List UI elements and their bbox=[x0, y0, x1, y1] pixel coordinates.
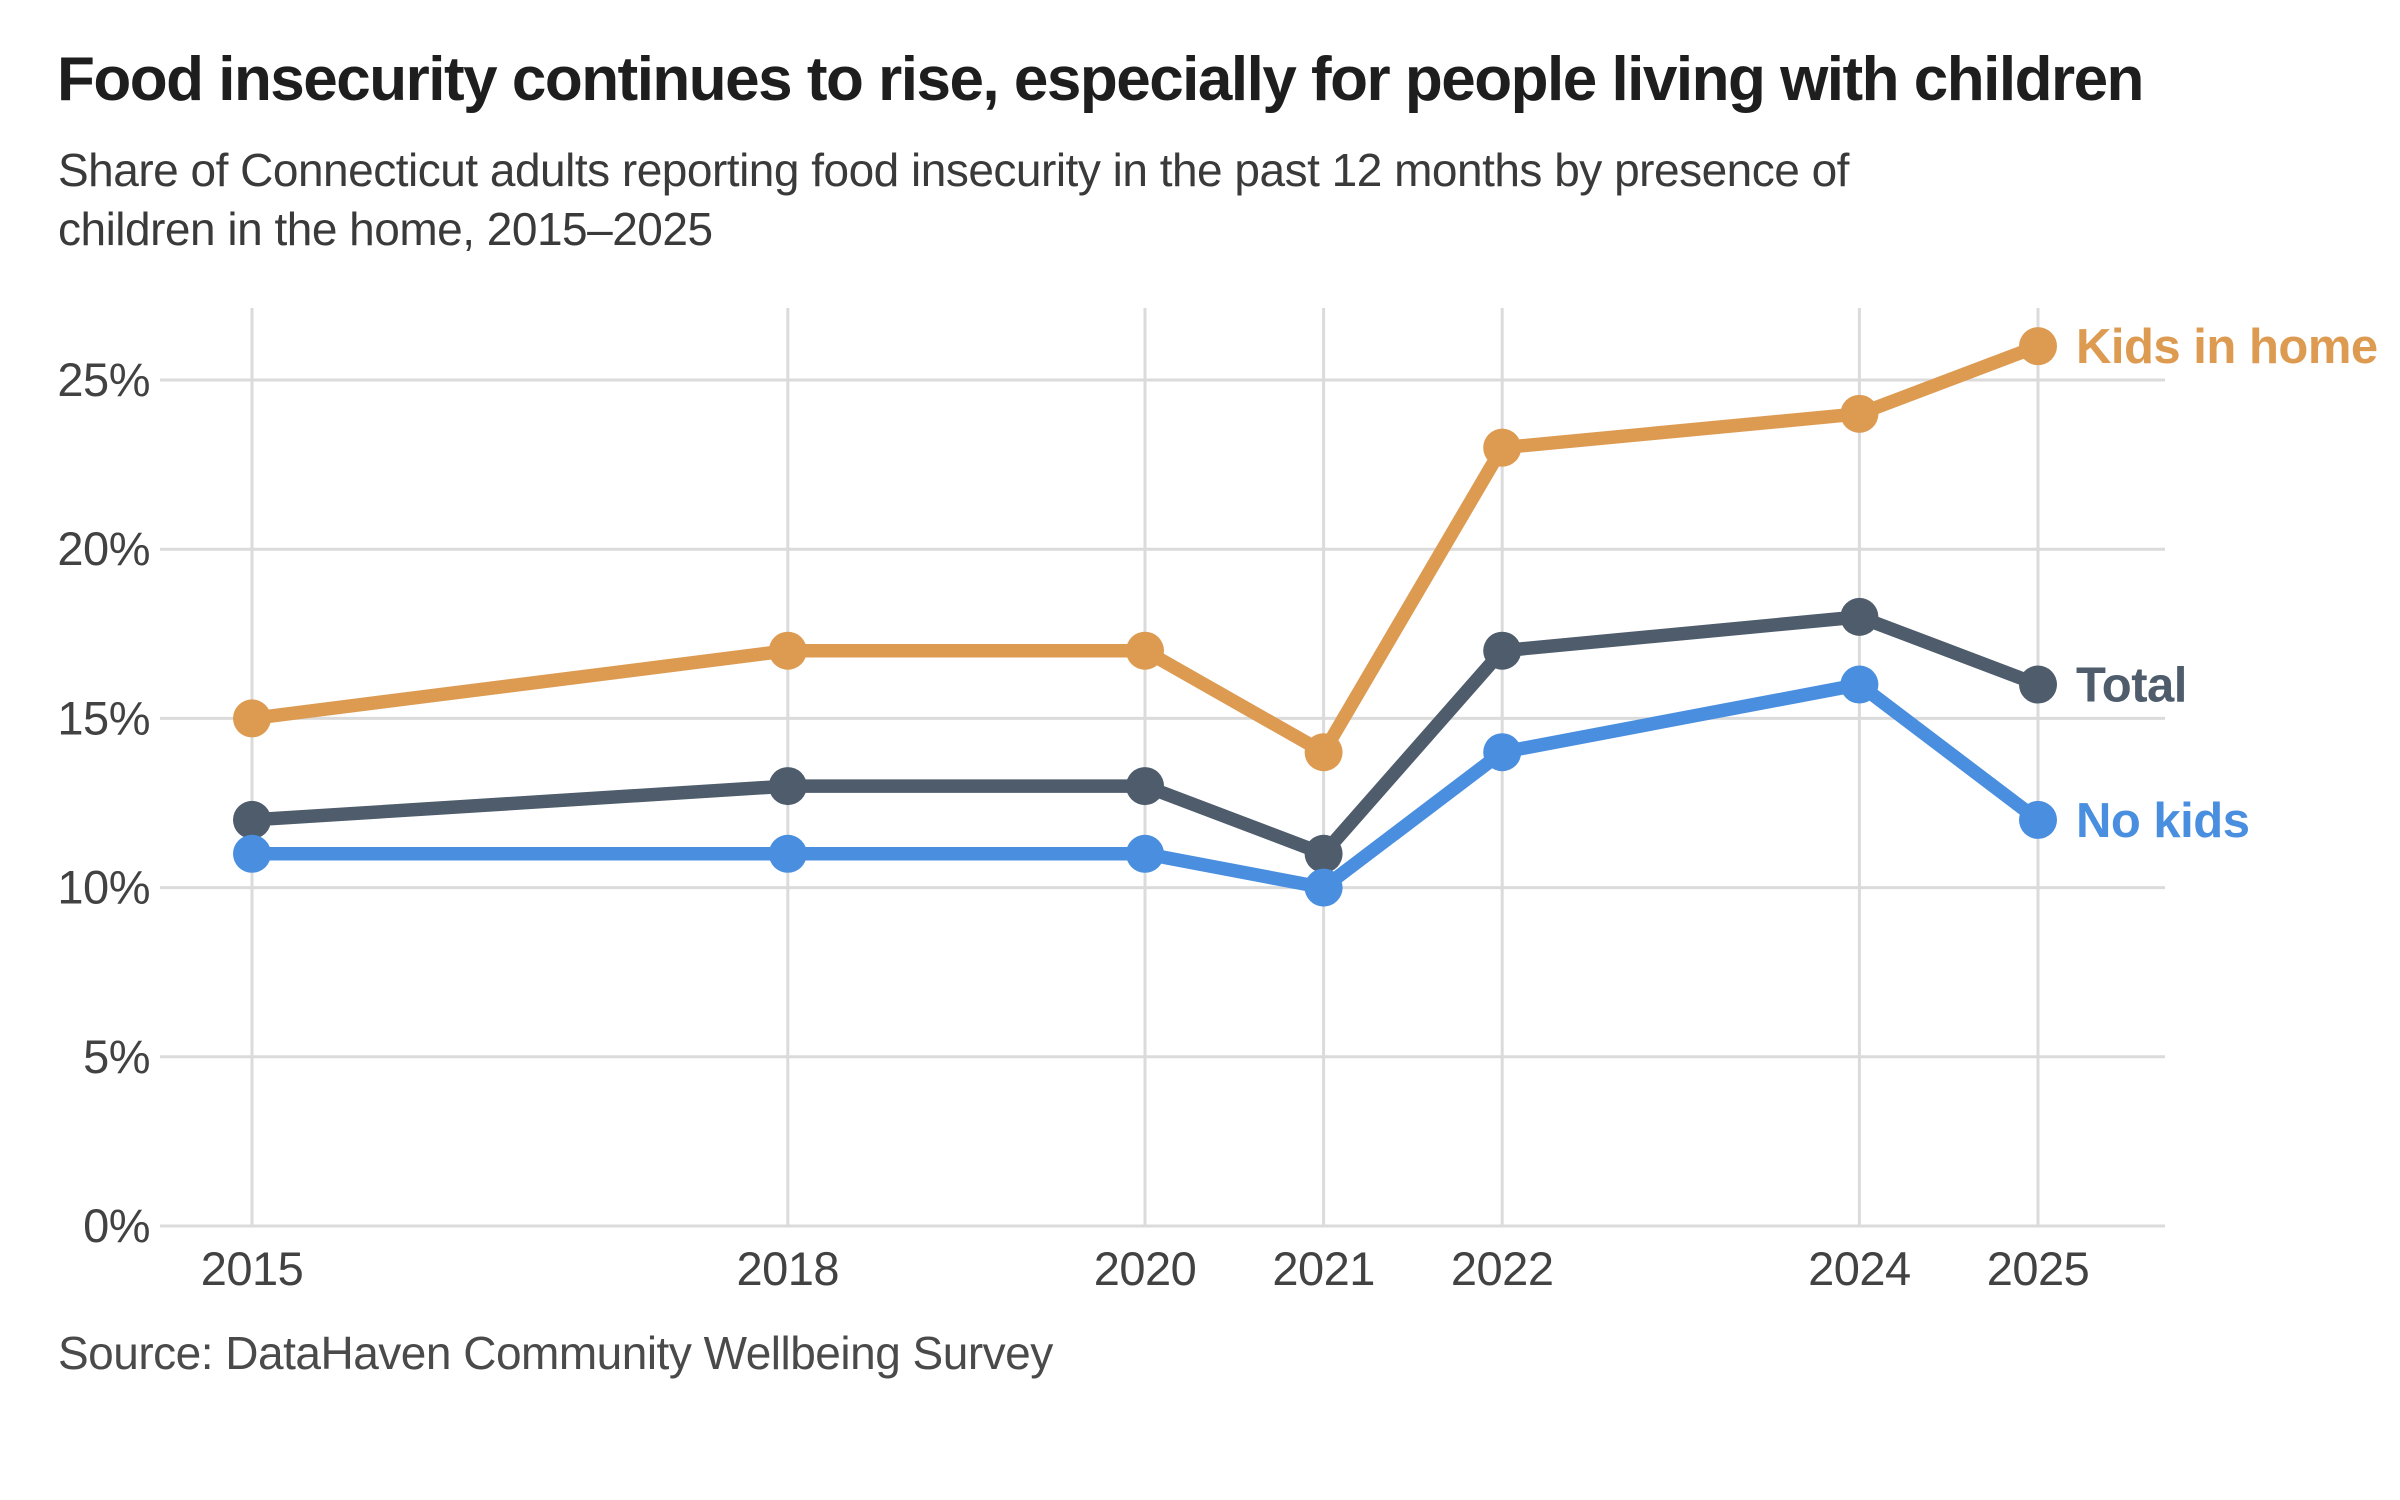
series-label-kids-in-home: Kids in home bbox=[2076, 320, 2378, 374]
data-point-kids-in-home-2020 bbox=[1126, 631, 1164, 670]
data-point-no-kids-2025 bbox=[2019, 800, 2057, 839]
data-point-total-2025 bbox=[2019, 665, 2057, 704]
series-label-total: Total bbox=[2076, 659, 2187, 713]
x-tick-label: 2018 bbox=[737, 1242, 840, 1295]
y-tick-label: 25% bbox=[57, 353, 150, 406]
data-point-total-2022 bbox=[1483, 631, 1522, 670]
x-tick-label: 2021 bbox=[1272, 1242, 1375, 1295]
data-point-kids-in-home-2022 bbox=[1483, 428, 1522, 467]
series-label-no-kids: No kids bbox=[2076, 794, 2249, 848]
data-point-no-kids-2024 bbox=[1840, 665, 1879, 704]
chart-title: Food insecurity continues to rise, espec… bbox=[57, 45, 2144, 114]
data-point-total-2015 bbox=[233, 800, 271, 839]
data-point-no-kids-2018 bbox=[768, 834, 807, 873]
x-tick-label: 2022 bbox=[1451, 1242, 1554, 1295]
data-point-no-kids-2020 bbox=[1126, 834, 1164, 873]
y-tick-label: 10% bbox=[57, 861, 150, 914]
data-point-total-2020 bbox=[1126, 767, 1164, 806]
data-point-total-2024 bbox=[1840, 597, 1879, 636]
chart-subtitle-line-1: Share of Connecticut adults reporting fo… bbox=[58, 144, 1849, 196]
y-tick-label: 5% bbox=[83, 1030, 150, 1083]
source-note: Source: DataHaven Community Wellbeing Su… bbox=[58, 1327, 1053, 1379]
y-tick-label: 0% bbox=[83, 1199, 150, 1252]
data-point-kids-in-home-2025 bbox=[2019, 327, 2057, 366]
data-point-kids-in-home-2021 bbox=[1304, 733, 1343, 772]
x-tick-label: 2025 bbox=[1987, 1242, 2090, 1295]
chart-subtitle-line-2: children in the home, 2015–2025 bbox=[58, 203, 713, 255]
data-point-no-kids-2021 bbox=[1304, 868, 1343, 907]
data-point-kids-in-home-2018 bbox=[768, 631, 807, 670]
x-tick-label: 2020 bbox=[1094, 1242, 1197, 1295]
y-tick-label: 15% bbox=[57, 691, 150, 744]
chart-subtitle: Share of Connecticut adults reporting fo… bbox=[58, 141, 1849, 259]
data-point-total-2018 bbox=[768, 767, 807, 806]
data-point-total-2021 bbox=[1304, 834, 1343, 873]
x-tick-label: 2015 bbox=[201, 1242, 304, 1295]
data-point-no-kids-2022 bbox=[1483, 733, 1522, 772]
y-tick-label: 20% bbox=[57, 522, 150, 575]
data-point-kids-in-home-2015 bbox=[233, 699, 271, 738]
data-point-kids-in-home-2024 bbox=[1840, 394, 1879, 433]
data-point-no-kids-2015 bbox=[233, 834, 271, 873]
x-tick-label: 2024 bbox=[1808, 1242, 1911, 1295]
